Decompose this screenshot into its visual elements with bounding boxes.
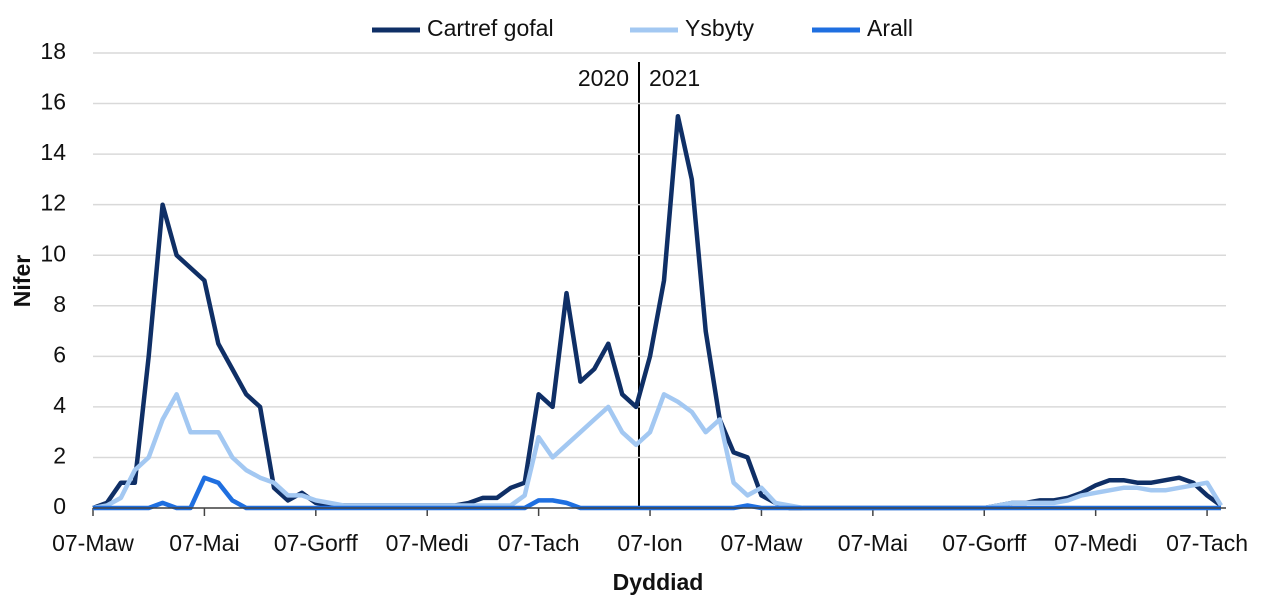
x-tick-label: 07-Tach: [498, 530, 580, 556]
x-axis-label: Dyddiad: [613, 569, 704, 595]
x-tick-label: 07-Maw: [721, 530, 803, 556]
annotation: 2021: [649, 65, 700, 91]
y-tick-label: 2: [53, 443, 66, 469]
y-tick-label: 0: [53, 493, 66, 519]
y-tick-label: 4: [53, 392, 66, 418]
y-tick-label: 12: [40, 190, 66, 216]
y-tick-label: 10: [40, 240, 66, 266]
y-tick-label: 18: [40, 38, 66, 64]
y-tick-label: 8: [53, 291, 66, 317]
x-tick-label: 07-Mai: [838, 530, 908, 556]
legend-label: Cartref gofal: [427, 15, 554, 41]
y-tick-label: 16: [40, 89, 66, 115]
y-axis-label: Nifer: [9, 255, 35, 307]
legend-label: Arall: [867, 15, 913, 41]
x-tick-label: 07-Medi: [386, 530, 469, 556]
data-line: [92, 113, 1223, 511]
x-tick-label: 07-Ion: [617, 530, 682, 556]
y-tick-label: 14: [40, 139, 66, 165]
x-tick-label: 07-Gorff: [274, 530, 359, 556]
data-line: [92, 392, 1223, 511]
x-tick-label: 07-Medi: [1054, 530, 1137, 556]
x-tick-label: 07-Mai: [169, 530, 239, 556]
y-tick-label: 6: [53, 341, 66, 367]
x-tick-label: 07-Gorff: [942, 530, 1027, 556]
annotation: 2020: [578, 65, 629, 91]
x-tick-label: 07-Tach: [1166, 530, 1248, 556]
legend-label: Ysbyty: [685, 15, 755, 41]
x-tick-label: 07-Maw: [52, 530, 134, 556]
